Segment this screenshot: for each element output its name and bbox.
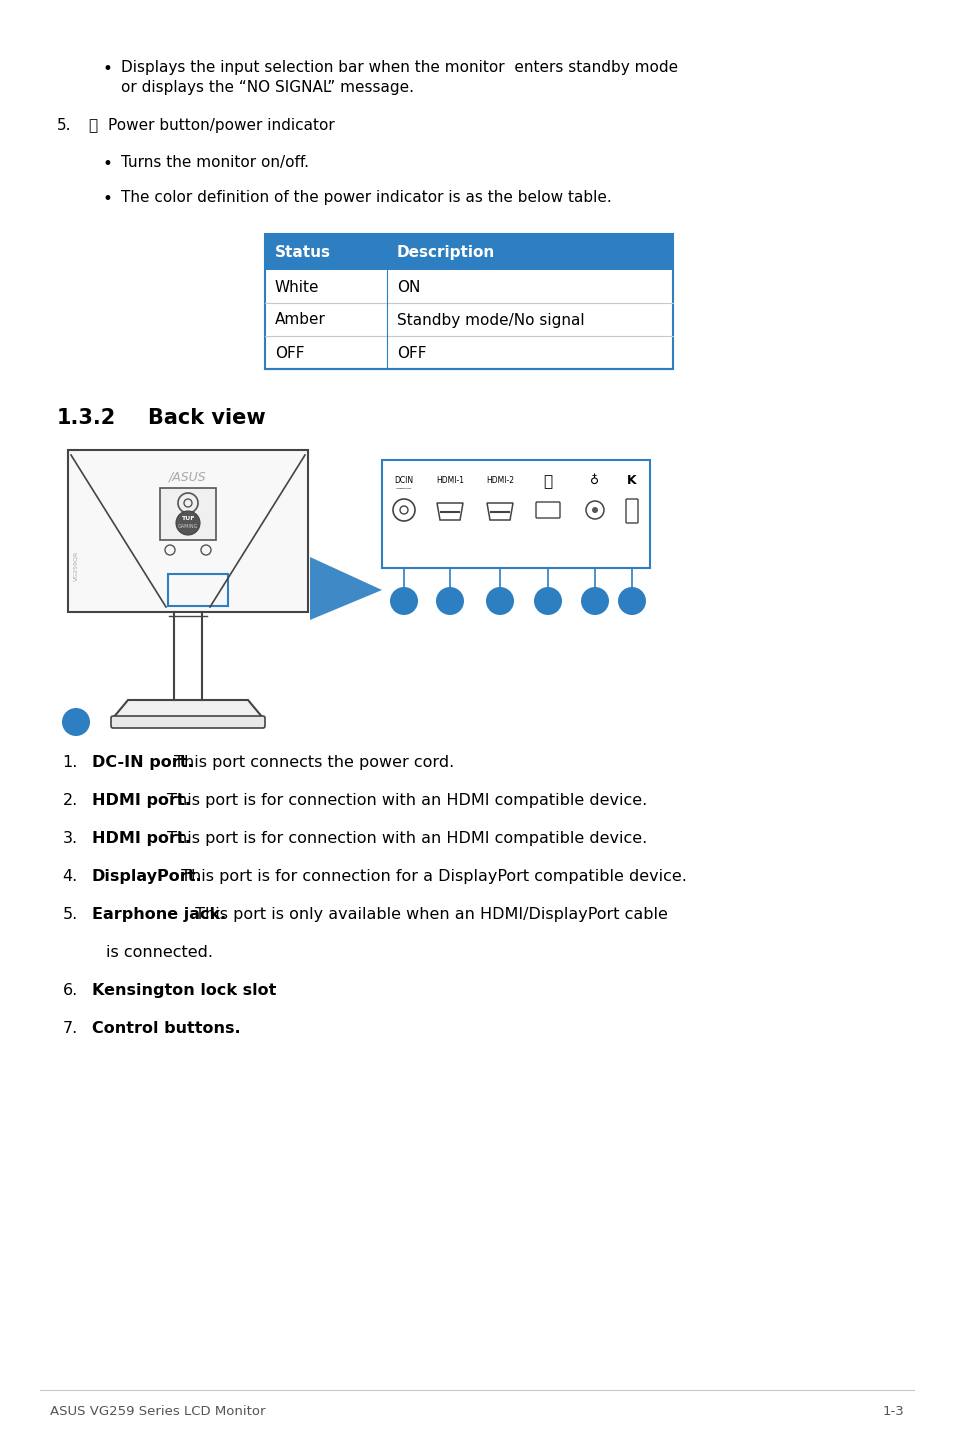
Text: 4.: 4.	[63, 869, 78, 884]
Polygon shape	[310, 557, 381, 620]
Polygon shape	[112, 700, 263, 718]
Text: This port is for connection for a DisplayPort compatible device.: This port is for connection for a Displa…	[175, 869, 686, 884]
Text: VG259QR: VG259QR	[73, 551, 78, 581]
Text: Back view: Back view	[148, 408, 265, 429]
Text: 7.: 7.	[63, 1021, 78, 1035]
Text: DCIN: DCIN	[394, 476, 414, 485]
Text: Amber: Amber	[274, 312, 326, 328]
Text: 1: 1	[398, 592, 409, 607]
Text: The color definition of the power indicator is as the below table.: The color definition of the power indica…	[121, 190, 611, 206]
Circle shape	[390, 587, 417, 615]
Text: HDMI-2: HDMI-2	[485, 476, 514, 485]
Circle shape	[436, 587, 463, 615]
Text: TUF: TUF	[181, 516, 194, 521]
Text: 4: 4	[542, 592, 553, 607]
Text: ASUS VG259 Series LCD Monitor: ASUS VG259 Series LCD Monitor	[50, 1405, 265, 1418]
Text: Displays the input selection bar when the monitor  enters standby mode: Displays the input selection bar when th…	[121, 60, 678, 75]
FancyBboxPatch shape	[265, 234, 672, 270]
Text: 5.: 5.	[63, 907, 78, 922]
Text: HDMI-1: HDMI-1	[436, 476, 463, 485]
Text: This port is for connection with an HDMI compatible device.: This port is for connection with an HDMI…	[162, 792, 646, 808]
Text: ———: ———	[395, 486, 412, 490]
Text: ⓓ: ⓓ	[543, 475, 552, 489]
Circle shape	[534, 587, 561, 615]
Text: Kensington lock slot: Kensington lock slot	[91, 984, 276, 998]
FancyBboxPatch shape	[265, 336, 672, 370]
Text: Turns the monitor on/off.: Turns the monitor on/off.	[121, 155, 309, 170]
Text: ON: ON	[396, 279, 420, 295]
Text: OFF: OFF	[274, 345, 304, 361]
Text: 6.: 6.	[63, 984, 78, 998]
Text: 1-3: 1-3	[882, 1405, 903, 1418]
Circle shape	[175, 510, 200, 535]
Text: GAMING: GAMING	[177, 523, 198, 529]
FancyBboxPatch shape	[265, 270, 672, 303]
Text: 1.3.2: 1.3.2	[57, 408, 116, 429]
Text: /ASUS: /ASUS	[169, 470, 207, 483]
FancyBboxPatch shape	[381, 460, 649, 568]
Text: 3.: 3.	[63, 831, 78, 846]
Circle shape	[580, 587, 608, 615]
Text: Status: Status	[274, 244, 331, 260]
FancyBboxPatch shape	[160, 487, 215, 541]
Text: 2: 2	[445, 592, 455, 607]
Text: 6: 6	[626, 592, 637, 607]
Text: •: •	[103, 60, 112, 78]
Text: 3: 3	[495, 592, 504, 607]
Text: 1.: 1.	[63, 755, 78, 769]
Text: Description: Description	[396, 244, 495, 260]
Circle shape	[62, 707, 90, 736]
Text: 7: 7	[71, 715, 81, 728]
Text: DC-IN port.: DC-IN port.	[91, 755, 193, 769]
Text: Earphone jack.: Earphone jack.	[91, 907, 226, 922]
Text: This port connects the power cord.: This port connects the power cord.	[169, 755, 454, 769]
Text: 2.: 2.	[63, 792, 78, 808]
Text: OFF: OFF	[396, 345, 426, 361]
Circle shape	[485, 587, 514, 615]
Text: Standby mode/No signal: Standby mode/No signal	[396, 312, 584, 328]
FancyBboxPatch shape	[265, 303, 672, 336]
Text: This port is for connection with an HDMI compatible device.: This port is for connection with an HDMI…	[162, 831, 646, 846]
FancyBboxPatch shape	[625, 499, 638, 523]
Text: This port is only available when an HDMI/DisplayPort cable: This port is only available when an HDMI…	[190, 907, 667, 922]
FancyBboxPatch shape	[536, 502, 559, 518]
Text: or displays the “NO SIGNAL” message.: or displays the “NO SIGNAL” message.	[121, 81, 414, 95]
Text: is connected.: is connected.	[106, 945, 213, 961]
Text: .: .	[232, 984, 237, 998]
Text: K: K	[626, 475, 637, 487]
Text: Control buttons.: Control buttons.	[91, 1021, 240, 1035]
FancyBboxPatch shape	[111, 716, 265, 728]
Text: 5.: 5.	[57, 118, 71, 132]
Text: ⏻: ⏻	[88, 118, 97, 132]
Text: ♁: ♁	[590, 475, 598, 487]
FancyBboxPatch shape	[68, 450, 308, 613]
Text: Power button/power indicator: Power button/power indicator	[108, 118, 335, 132]
Text: DisplayPort.: DisplayPort.	[91, 869, 202, 884]
Text: •: •	[103, 155, 112, 173]
Text: 5: 5	[590, 592, 599, 607]
Text: White: White	[274, 279, 319, 295]
Text: HDMI port.: HDMI port.	[91, 831, 191, 846]
Text: •: •	[103, 190, 112, 209]
Circle shape	[618, 587, 645, 615]
Text: HDMI port.: HDMI port.	[91, 792, 191, 808]
Circle shape	[592, 508, 598, 513]
